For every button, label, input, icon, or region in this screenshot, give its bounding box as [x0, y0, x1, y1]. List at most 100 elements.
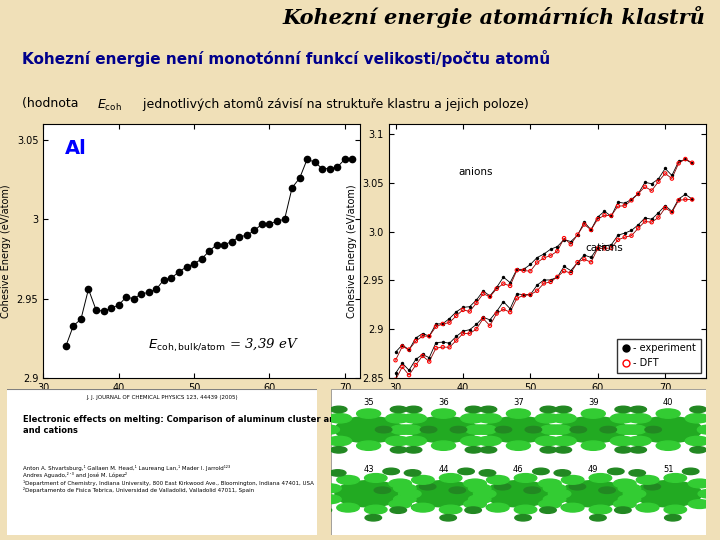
Circle shape [533, 468, 549, 475]
Point [578, 255, 590, 264]
Circle shape [549, 489, 571, 498]
Circle shape [375, 427, 392, 433]
Point [410, 355, 421, 364]
Point [538, 254, 549, 262]
Circle shape [688, 500, 711, 509]
Point [477, 287, 489, 295]
Point [592, 244, 603, 253]
Circle shape [398, 425, 422, 434]
Circle shape [630, 447, 647, 453]
Circle shape [636, 503, 659, 512]
FancyBboxPatch shape [4, 389, 320, 536]
Circle shape [474, 489, 496, 498]
Circle shape [581, 441, 606, 450]
Circle shape [630, 406, 647, 413]
Circle shape [690, 447, 706, 453]
Point [518, 291, 529, 300]
Circle shape [374, 487, 391, 494]
Circle shape [514, 505, 537, 514]
Point [565, 266, 577, 275]
Point [505, 281, 516, 290]
Circle shape [615, 406, 631, 413]
Point [639, 183, 651, 191]
Circle shape [480, 470, 495, 476]
Circle shape [365, 515, 382, 521]
Circle shape [389, 479, 411, 488]
Point [505, 308, 516, 316]
Point [606, 212, 617, 221]
Circle shape [540, 425, 564, 434]
Circle shape [590, 515, 606, 521]
Text: jednotlivých atomů závisí na struktuře klastru a jejich poloze): jednotlivých atomů závisí na struktuře k… [139, 97, 528, 111]
Text: 43: 43 [364, 464, 374, 474]
Point [410, 361, 421, 369]
Point [578, 251, 590, 259]
Point [505, 305, 516, 313]
Point [558, 235, 570, 244]
Point [431, 344, 442, 353]
Text: Electronic effects on melting: Comparison of aluminum cluster anions
and cations: Electronic effects on melting: Compariso… [23, 415, 354, 435]
Y-axis label: Cohesive Energy (eV/atom): Cohesive Energy (eV/atom) [347, 184, 356, 318]
Point [606, 211, 617, 220]
Circle shape [664, 505, 687, 514]
Circle shape [487, 476, 509, 484]
Circle shape [485, 416, 552, 443]
Circle shape [420, 427, 437, 433]
Point [545, 245, 557, 254]
Circle shape [613, 479, 636, 488]
Circle shape [552, 436, 576, 446]
Point [558, 262, 570, 271]
Point [403, 366, 415, 375]
Circle shape [690, 406, 706, 413]
Point [417, 352, 428, 360]
Circle shape [461, 436, 485, 446]
Point [417, 350, 428, 359]
Point [592, 244, 603, 252]
Point [511, 294, 523, 302]
Circle shape [562, 503, 584, 512]
Point [431, 322, 442, 331]
Point [626, 231, 637, 240]
Point [525, 260, 536, 269]
Circle shape [330, 447, 347, 453]
Circle shape [555, 406, 572, 413]
Circle shape [524, 487, 541, 494]
Circle shape [410, 416, 477, 443]
Legend: - experiment, - DFT: - experiment, - DFT [618, 339, 701, 373]
Point [612, 198, 624, 206]
Circle shape [623, 425, 647, 434]
Point [552, 273, 563, 281]
Point [423, 332, 435, 341]
Circle shape [608, 468, 624, 475]
Point [505, 278, 516, 287]
Point [545, 278, 557, 286]
Circle shape [364, 505, 387, 514]
Circle shape [337, 476, 359, 484]
Point [471, 299, 482, 307]
Point [585, 253, 597, 262]
Point [423, 332, 435, 340]
Circle shape [539, 500, 561, 509]
Circle shape [506, 409, 531, 419]
Point [686, 159, 698, 167]
X-axis label: Cluster Size (atoms): Cluster Size (atoms) [148, 399, 255, 408]
Point [545, 251, 557, 260]
Circle shape [540, 507, 557, 514]
Point [652, 208, 664, 217]
Circle shape [525, 427, 541, 433]
Circle shape [485, 481, 552, 507]
Text: 44: 44 [438, 464, 449, 474]
Circle shape [328, 414, 351, 423]
Point [552, 242, 563, 251]
Point [632, 220, 644, 229]
Point [464, 326, 475, 334]
Circle shape [624, 489, 646, 498]
Point [646, 186, 657, 195]
Point [619, 233, 631, 241]
Text: cations: cations [585, 243, 623, 253]
Point [403, 371, 415, 380]
Point [599, 241, 611, 250]
Point [680, 195, 691, 204]
Circle shape [330, 470, 346, 476]
Circle shape [656, 409, 680, 419]
